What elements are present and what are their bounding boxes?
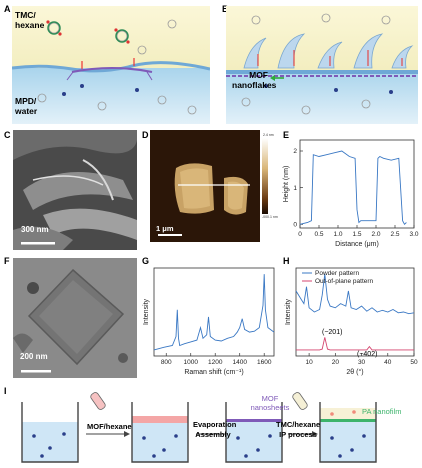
x-tick-label: 1.5 [352, 231, 361, 238]
assembly-label: Assembly [195, 430, 231, 439]
evaporation-label: Evaporation [193, 420, 237, 429]
y-tick-label: 0 [293, 222, 297, 229]
panel-label-d: D [142, 130, 149, 140]
panel-label-i: I [4, 386, 7, 396]
panel-a-aqueous-phase-label: MPD/ water [15, 96, 37, 116]
series-line-0 [299, 150, 407, 226]
beaker-3 [225, 402, 283, 463]
panel-label-f: F [4, 256, 10, 266]
pa-nanofilm-label: PA nanofilm [362, 407, 402, 416]
panel-label-a: A [4, 4, 11, 14]
x-tick-label: 1600 [257, 359, 272, 366]
colorbar-top-label: 2.4 nm [263, 133, 274, 137]
water-label: water [15, 106, 38, 116]
x-tick-label: 2.0 [371, 231, 380, 238]
panel-g-raman-chart: 800 1000 1200 1400 1600 Raman shift (cm⁻¹) Int… [143, 267, 275, 376]
mof-arrow-icon [270, 75, 284, 81]
hexane-label: hexane [15, 20, 45, 30]
dropper-2-icon [292, 392, 308, 410]
y-axis-label: Height (nm) [283, 166, 290, 203]
y-tick-label: 1 [293, 185, 297, 192]
step3-label: TMC/hexane IP process [276, 420, 320, 440]
panel-a-interface-schematic [12, 6, 210, 124]
panel-f-tem-image [13, 258, 137, 378]
x-tick-label: 1200 [208, 359, 223, 366]
panel-b-mof-interface-schematic [226, 6, 418, 124]
plot-frame [299, 139, 415, 229]
x-tick-label: 30 [358, 359, 366, 366]
panel-d-scalebar-label: 1 μm [156, 224, 174, 233]
panel-h-annotation-402: (−402) [357, 351, 378, 358]
legend-label: Out-of-plane pattern [315, 278, 374, 285]
series-line-0 [295, 274, 415, 315]
plot-frame [153, 267, 275, 357]
colorbar-bottom-label: -000.1 nm [262, 215, 278, 219]
x-axis-label: Raman shift (cm⁻¹) [184, 369, 243, 376]
panel-h-annotation-201: (−201) [322, 329, 343, 336]
x-tick-label: 1.0 [333, 231, 342, 238]
y-tick-label: 2 [293, 148, 297, 155]
x-tick-label: 800 [161, 359, 172, 366]
panel-label-e: E [283, 130, 290, 140]
panel-a-organic-phase-label: TMC/ hexane [15, 10, 44, 30]
beaker-4 [319, 402, 377, 463]
beaker-2 [131, 402, 189, 463]
legend-label: Powder pattern [315, 270, 359, 277]
mof-nanosheets-line1: MOF [261, 394, 279, 403]
step1-label: MOF/hexane [87, 422, 132, 431]
dropper-1-icon [90, 392, 106, 410]
panel-d-colorbar [262, 138, 268, 214]
x-tick-label: 1400 [232, 359, 247, 366]
panel-label-b: B [222, 4, 229, 14]
panel-i-fabrication-process [21, 392, 377, 463]
tmc-hexane-label: TMC/hexane [276, 420, 321, 429]
panel-h-xrd-chart: 10 20 30 40 50 2θ (°) Intensity Powder patternO… [285, 267, 418, 376]
mof-label: MOF [249, 70, 268, 80]
panel-e-height-profile-chart: 0 0.5 1.0 1.5 2.0 2.5 3.0 0 1 2 Distance (μm) Heigh… [283, 139, 419, 248]
x-tick-label: 2.5 [390, 231, 399, 238]
x-tick-label: 1000 [184, 359, 199, 366]
x-tick-label: 10 [305, 359, 313, 366]
beaker-1 [21, 402, 79, 463]
x-tick-label: 0.5 [314, 231, 323, 238]
mof-nanosheets-line2: nanosheets [250, 403, 290, 412]
ip-process-label: IP process [279, 430, 317, 439]
step2-label: Evaporation Assembly [193, 420, 237, 440]
panel-c-scalebar-label: 300 nm [21, 225, 49, 234]
panel-label-c: C [4, 130, 11, 140]
x-tick-label: 20 [332, 359, 340, 366]
x-tick-label: 3.0 [409, 231, 418, 238]
panel-label-g: G [142, 256, 150, 266]
plot-frame [295, 267, 415, 357]
y-axis-label: Intensity [285, 298, 292, 325]
mof-nanosheets-label: MOF nanosheets [248, 394, 292, 412]
panel-b-mof-label: MOF nanoflakes [232, 70, 277, 90]
nanoflakes-label: nanoflakes [232, 80, 277, 90]
panel-d-afm-image [150, 130, 260, 242]
tmc-label: TMC/ [15, 10, 36, 20]
x-axis-label: Distance (μm) [335, 241, 379, 248]
mpd-label: MPD/ [15, 96, 37, 106]
panel-label-h: H [283, 256, 290, 266]
series-line-1 [296, 337, 414, 351]
panel-f-scalebar-label: 200 nm [20, 352, 48, 361]
x-axis-label: 2θ (°) [346, 368, 363, 376]
x-tick-label: 50 [410, 359, 418, 366]
y-axis-label: Intensity [143, 298, 150, 325]
x-tick-label: 0 [298, 231, 302, 238]
panel-c-sem-image [13, 130, 137, 250]
x-tick-label: 40 [384, 359, 392, 366]
series-line-0 [153, 274, 275, 351]
